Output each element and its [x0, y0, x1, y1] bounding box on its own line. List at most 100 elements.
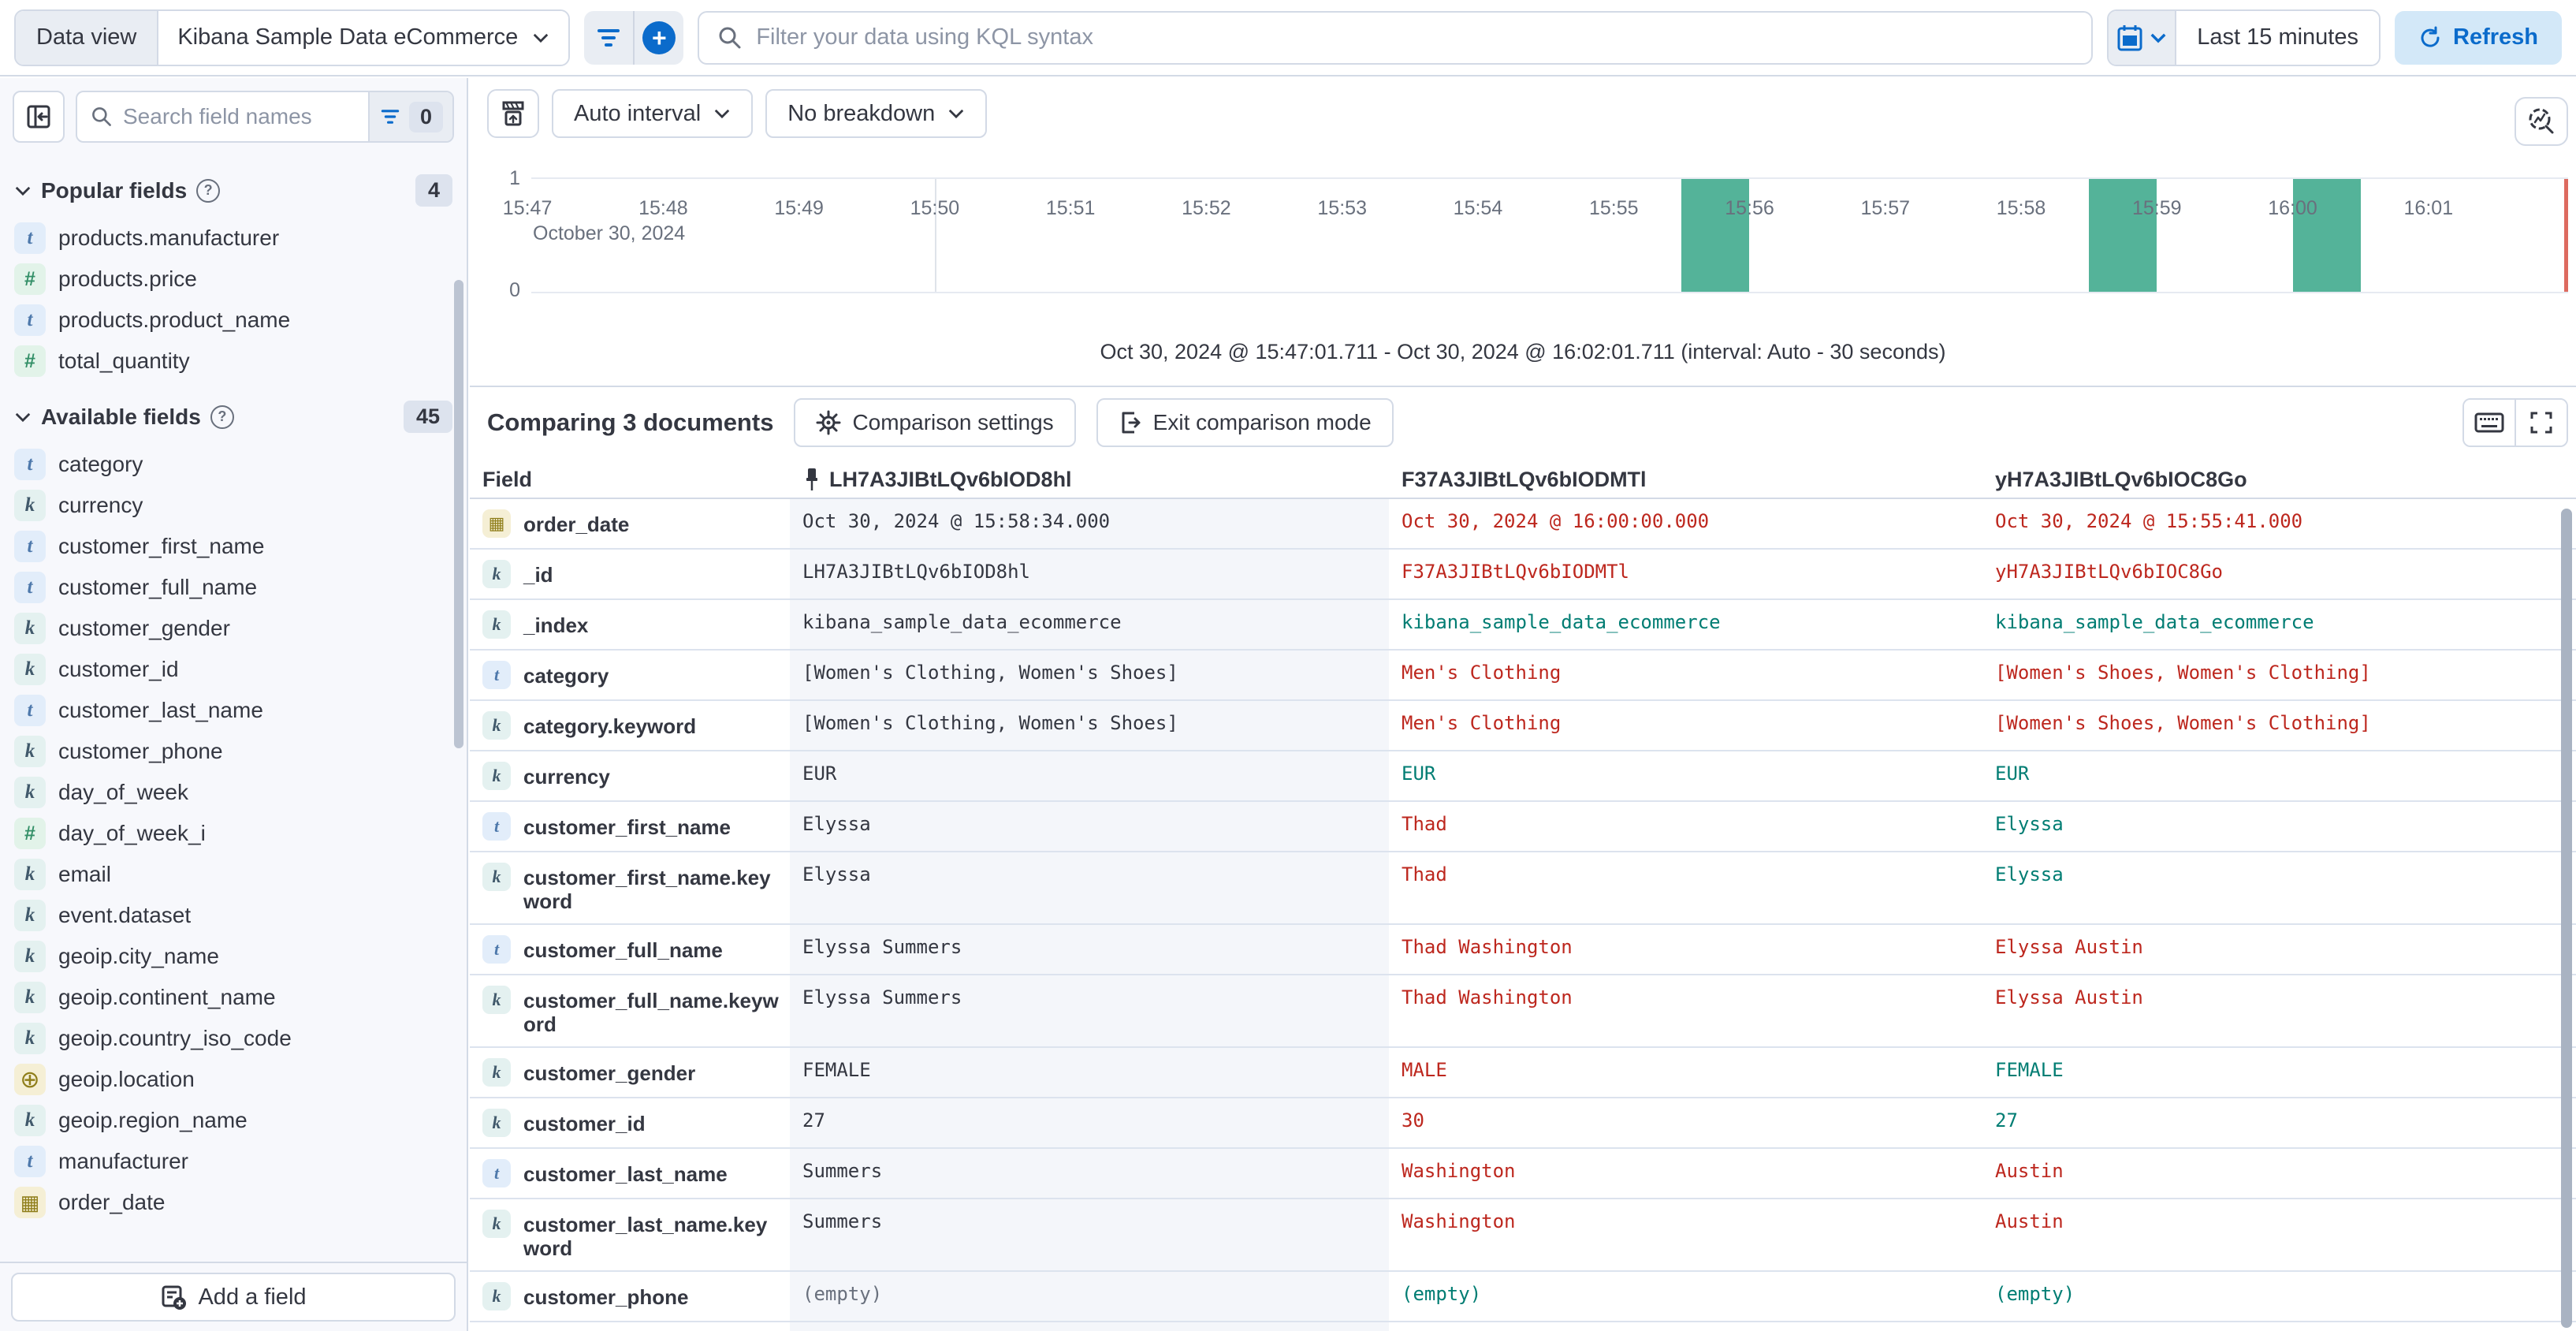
field-list-item[interactable]: k geoip.continent_name: [0, 977, 467, 1018]
kql-search-bar[interactable]: Filter your data using KQL syntax: [698, 10, 2094, 65]
field-name-cell[interactable]: t customer_last_name: [470, 1149, 790, 1198]
field-name-cell[interactable]: ▦ order_date: [470, 499, 790, 548]
field-type-badge: k: [14, 1023, 46, 1054]
chevron-down-icon: [15, 186, 31, 196]
field-name-cell[interactable]: k customer_phone: [470, 1272, 790, 1321]
refresh-button[interactable]: Refresh: [2395, 10, 2562, 65]
histogram-bar[interactable]: [2292, 179, 2361, 292]
field-list-item[interactable]: ⊕ geoip.location: [0, 1059, 467, 1100]
fullscreen-button[interactable]: [2515, 400, 2567, 446]
histogram-bar[interactable]: [2089, 179, 2157, 292]
field-list-item[interactable]: # day_of_week_i: [0, 813, 467, 854]
data-view-picker[interactable]: Data view Kibana Sample Data eCommerce: [14, 9, 571, 66]
field-name-cell[interactable]: k customer_first_name.keyword: [470, 852, 790, 923]
field-name: customer_full_name: [523, 938, 723, 962]
keyboard-shortcuts-button[interactable]: [2464, 400, 2515, 446]
field-name-cell[interactable]: k currency: [470, 751, 790, 800]
table-scrollbar[interactable]: [2561, 509, 2572, 1328]
field-name-cell[interactable]: k customer_gender: [470, 1048, 790, 1097]
field-list-item[interactable]: t manufacturer: [0, 1141, 467, 1182]
field-list-item[interactable]: k currency: [0, 485, 467, 526]
add-field-button[interactable]: Add a field: [11, 1273, 456, 1322]
field-list-item[interactable]: # total_quantity: [0, 341, 467, 382]
field-type-badge: k: [14, 613, 46, 644]
base-doc-value-cell: Elyssa Summers: [790, 925, 1389, 974]
field-type-badge: k: [14, 900, 46, 931]
collapse-sidebar-button[interactable]: [13, 91, 65, 143]
comparison-doc-value-cell: Wednesday: [1389, 1322, 1982, 1331]
field-list-item[interactable]: k event.dataset: [0, 895, 467, 936]
comparison-doc-value-cell: [Women's Shoes, Women's Clothing]: [1995, 712, 2371, 734]
comparison-doc-value-cell: FEMALE: [1995, 1059, 2064, 1081]
chevron-down-icon: [2150, 33, 2166, 43]
help-icon: ?: [196, 178, 221, 203]
field-list-item[interactable]: ▦ order_date: [0, 1182, 467, 1223]
field-filter-button[interactable]: 0: [367, 92, 452, 141]
comparison-doc-value-cell: Washington: [1402, 1160, 1516, 1182]
field-list-item[interactable]: k geoip.city_name: [0, 936, 467, 977]
field-list-item[interactable]: k customer_gender: [0, 608, 467, 649]
data-view-value[interactable]: Kibana Sample Data eCommerce: [158, 10, 569, 65]
table-row: k day_of_week Wednesday Wednesday Wednes…: [470, 1322, 2576, 1331]
field-name-cell[interactable]: t category: [470, 651, 790, 699]
field-list-item[interactable]: t products.manufacturer: [0, 218, 467, 259]
popular-fields-title: Popular fields: [41, 177, 188, 203]
edit-visualization-button[interactable]: [2515, 97, 2568, 146]
field-search-placeholder: Search field names: [123, 104, 312, 129]
breakdown-dropdown[interactable]: No breakdown: [765, 89, 988, 138]
field-list-item[interactable]: k geoip.region_name: [0, 1100, 467, 1141]
add-filter-button[interactable]: +: [633, 10, 683, 65]
field-list-item[interactable]: k customer_id: [0, 649, 467, 690]
sidebar-scrollbar[interactable]: [454, 280, 463, 748]
exit-comparison-button[interactable]: Exit comparison mode: [1096, 398, 1394, 447]
field-name-cell[interactable]: k day_of_week: [470, 1322, 790, 1331]
date-picker-button[interactable]: [2109, 10, 2177, 65]
doc-column-header[interactable]: F37A3JIBtLQv6bIODMTl: [1402, 467, 1647, 491]
field-name-cell[interactable]: k customer_id: [470, 1098, 790, 1147]
time-range-value[interactable]: Last 15 minutes: [2176, 10, 2379, 65]
field-list-item[interactable]: t customer_last_name: [0, 690, 467, 731]
field-name: customer_id: [523, 1112, 646, 1135]
field-name-cell[interactable]: k customer_full_name.keyword: [470, 975, 790, 1046]
x-axis-tick-label: 16:01: [2403, 197, 2454, 219]
x-axis-tick-label: 15:51: [1045, 197, 1096, 219]
field-name-cell[interactable]: k customer_last_name.keyword: [470, 1199, 790, 1270]
field-type-badge: k: [482, 1282, 511, 1310]
field-list-item[interactable]: t category: [0, 444, 467, 485]
main-panel: Auto interval No breakdown 1 0 15:47 15:4…: [470, 78, 2576, 1331]
field-list-item-label: customer_last_name: [58, 698, 263, 722]
field-list-item[interactable]: k email: [0, 854, 467, 895]
field-list-item[interactable]: k geoip.country_iso_code: [0, 1018, 467, 1059]
field-type-badge: t: [14, 222, 46, 254]
saved-query-menu-button[interactable]: [584, 11, 633, 65]
field-name: order_date: [523, 513, 630, 536]
field-type-badge: k: [482, 711, 511, 740]
histogram-plot[interactable]: [531, 177, 2568, 293]
field-name-cell[interactable]: t customer_first_name: [470, 802, 790, 851]
add-field-footer: Add a field: [0, 1262, 467, 1331]
available-fields-header[interactable]: Available fields ? 45: [0, 382, 467, 444]
interval-dropdown[interactable]: Auto interval: [552, 89, 754, 138]
field-search-input[interactable]: Search field names 0: [76, 91, 454, 143]
field-name: customer_full_name.keyword: [523, 989, 779, 1036]
chevron-down-icon: [534, 33, 549, 43]
field-name-cell[interactable]: k category.keyword: [470, 701, 790, 750]
field-list-item[interactable]: t customer_full_name: [0, 567, 467, 608]
field-list-item[interactable]: k day_of_week: [0, 772, 467, 813]
doc-column-header[interactable]: yH7A3JIBtLQv6bIOC8Go: [1995, 467, 2247, 491]
doc-column-header-pinned[interactable]: LH7A3JIBtLQv6bIOD8hl: [790, 467, 1389, 492]
field-name-cell[interactable]: k _index: [470, 600, 790, 649]
field-list-item[interactable]: t products.product_name: [0, 300, 467, 341]
popular-fields-header[interactable]: Popular fields ? 4: [0, 155, 467, 218]
field-list-item[interactable]: # products.price: [0, 259, 467, 300]
refresh-icon: [2421, 26, 2440, 47]
comparison-doc-value-cell: Austin: [1995, 1210, 2064, 1232]
field-name-cell[interactable]: t customer_full_name: [470, 925, 790, 974]
field-name-cell[interactable]: k _id: [470, 550, 790, 598]
hide-chart-button[interactable]: [487, 89, 539, 138]
field-list-item[interactable]: t customer_first_name: [0, 526, 467, 567]
field-list-item[interactable]: k customer_phone: [0, 731, 467, 772]
comparison-settings-button[interactable]: Comparison settings: [794, 398, 1076, 447]
comparison-doc-value-cell: F37A3JIBtLQv6bIODMTl: [1402, 561, 1629, 583]
histogram-bar[interactable]: [1681, 179, 1750, 292]
